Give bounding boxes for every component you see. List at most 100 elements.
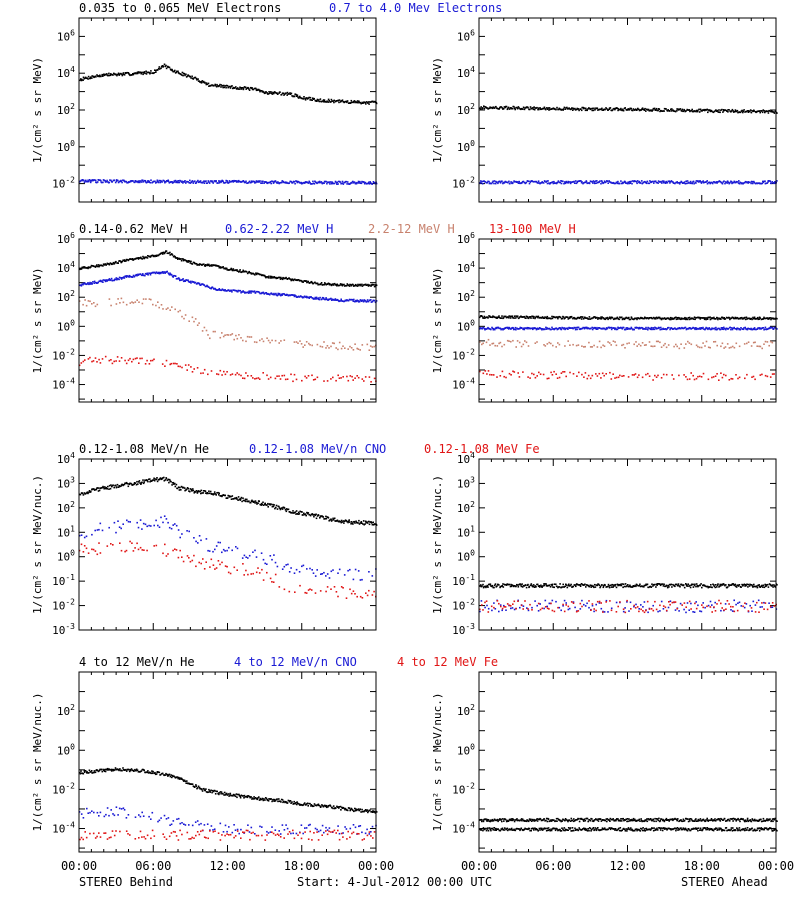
data-point <box>486 316 488 318</box>
data-point <box>201 330 204 332</box>
data-point <box>659 341 661 344</box>
data-point <box>371 283 373 286</box>
data-point <box>136 521 138 524</box>
data-point <box>600 316 602 318</box>
data-point <box>487 370 490 372</box>
data-point <box>518 328 520 330</box>
data-point <box>584 317 586 319</box>
data-point <box>285 92 287 94</box>
data-point <box>540 182 543 184</box>
data-point <box>190 488 193 491</box>
data-point <box>373 283 375 286</box>
data-point <box>733 317 736 320</box>
data-point <box>237 179 240 182</box>
data-point <box>181 556 183 558</box>
data-point <box>709 346 711 349</box>
data-point <box>587 182 589 184</box>
data-point <box>370 285 372 287</box>
data-point <box>525 181 528 184</box>
data-point <box>141 71 143 74</box>
data-point <box>522 371 524 373</box>
data-point <box>146 257 149 259</box>
data-point <box>349 521 351 523</box>
data-point <box>563 106 566 109</box>
data-point <box>738 317 741 320</box>
data-point <box>682 110 684 113</box>
data-point <box>330 182 333 185</box>
data-point <box>300 182 303 185</box>
data-point <box>553 316 555 318</box>
data-point <box>769 376 772 378</box>
data-point <box>537 180 540 182</box>
data-point <box>569 317 571 319</box>
data-point <box>306 181 308 183</box>
data-point <box>619 109 622 111</box>
data-point <box>197 78 199 80</box>
data-point <box>136 299 138 301</box>
data-point <box>91 548 93 551</box>
data-point <box>637 107 639 110</box>
data-point <box>676 108 678 110</box>
data-point <box>509 327 511 330</box>
data-point <box>636 182 638 185</box>
data-point <box>526 326 529 329</box>
data-point <box>274 180 277 182</box>
data-point <box>221 288 224 290</box>
data-point <box>276 375 278 377</box>
data-point <box>366 522 369 524</box>
data-point <box>718 327 720 330</box>
data-point <box>776 317 778 320</box>
data-point <box>484 328 487 330</box>
data-point <box>555 583 557 586</box>
data-point <box>750 345 753 347</box>
data-point <box>269 376 272 379</box>
data-point <box>597 108 600 111</box>
data-point <box>104 279 106 281</box>
data-point <box>84 267 87 269</box>
data-point <box>90 180 93 182</box>
data-point <box>231 180 234 182</box>
data-point <box>359 595 362 598</box>
heavy-low-ahead-data <box>479 583 778 614</box>
data-point <box>96 74 98 76</box>
data-point <box>531 327 533 330</box>
data-point <box>350 592 353 595</box>
data-point <box>186 260 189 262</box>
data-point <box>521 182 523 184</box>
data-point <box>93 488 95 490</box>
data-point <box>519 327 521 330</box>
data-point <box>281 294 284 296</box>
data-point <box>184 181 186 183</box>
data-point <box>243 86 246 88</box>
data-point <box>98 489 101 492</box>
data-point <box>195 263 197 265</box>
data-point <box>593 326 595 329</box>
data-point <box>349 283 351 286</box>
heavy-low-behind-data <box>78 476 378 599</box>
data-point <box>482 317 485 319</box>
data-point <box>283 507 286 509</box>
data-point <box>121 181 123 184</box>
data-point <box>82 79 84 81</box>
data-point <box>141 274 144 276</box>
data-point <box>542 585 544 587</box>
data-point <box>87 282 89 284</box>
data-point <box>192 488 194 490</box>
data-point <box>122 73 124 76</box>
data-point <box>373 345 376 348</box>
data-point <box>125 276 128 278</box>
data-point <box>533 108 536 111</box>
data-point <box>658 108 661 110</box>
data-point <box>286 91 289 94</box>
data-point <box>82 282 85 285</box>
data-point <box>641 180 643 182</box>
data-point <box>542 317 545 319</box>
data-point <box>487 338 490 341</box>
data-point <box>675 318 678 321</box>
data-point <box>290 181 293 183</box>
y-tick-label: 10-2 <box>52 176 75 191</box>
data-point <box>87 300 90 302</box>
data-point <box>609 371 611 374</box>
data-point <box>271 275 273 278</box>
data-point <box>285 276 287 279</box>
